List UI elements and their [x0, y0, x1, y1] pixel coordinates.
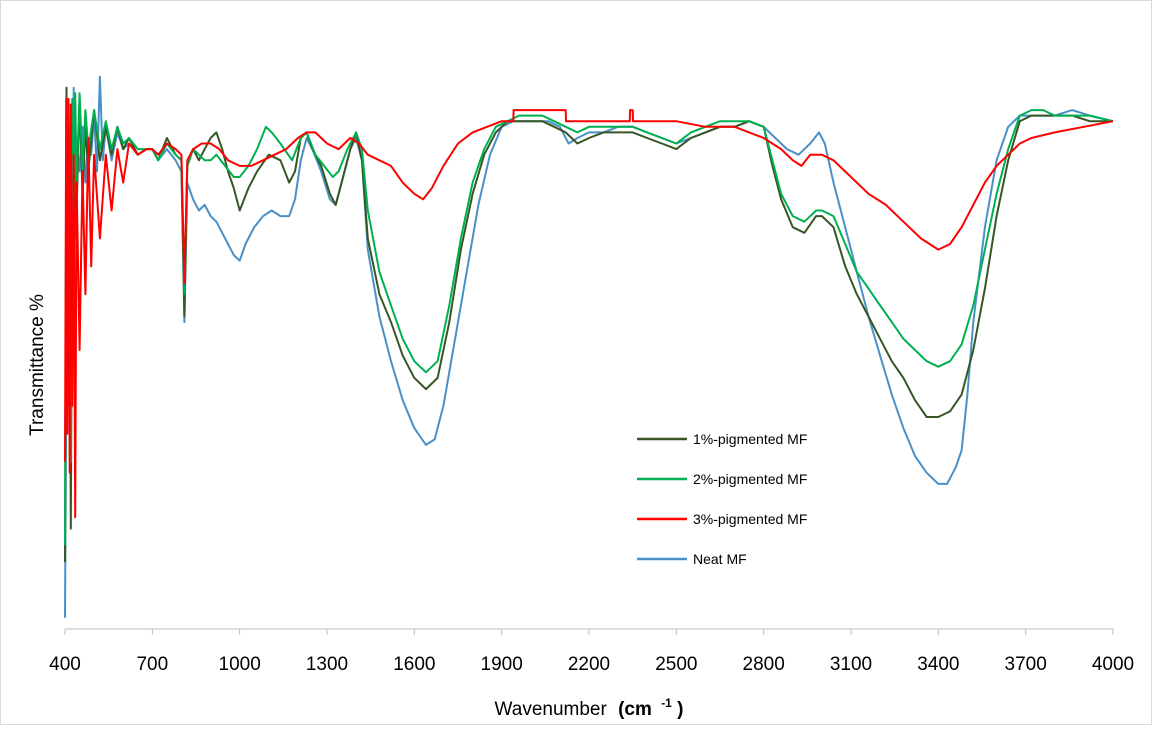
x-axis-unit-close: )	[677, 699, 683, 720]
x-axis-unit: (cm	[618, 699, 652, 720]
x-tick-label: 1900	[481, 654, 523, 675]
legend-label-3: 3%-pigmented MF	[693, 511, 807, 527]
x-tick-label: 1300	[306, 654, 348, 675]
x-axis-label: Wavenumber (cm -1 )	[495, 691, 684, 720]
x-tick-label: 1000	[219, 654, 261, 675]
x-tick-label: 4000	[1092, 654, 1134, 675]
x-tick-label: 400	[49, 654, 81, 675]
x-tick-label: 2200	[568, 654, 610, 675]
series-line-3	[64, 97, 1114, 519]
series-line-2	[64, 92, 1114, 546]
legend-label-2: 2%-pigmented MF	[693, 471, 807, 487]
x-tick-label: 700	[136, 654, 168, 675]
x-tick-label: 2800	[743, 654, 785, 675]
x-axis-label-text: Wavenumber	[495, 699, 608, 720]
series-line-4	[64, 75, 1114, 618]
x-tick-layer: 400 700 1000 1300 1600 1900 2200 2500 2800 3100 34…	[49, 629, 1134, 675]
x-tick-label: 3400	[917, 654, 959, 675]
x-axis-unit-sup: -1	[661, 696, 672, 710]
legend: 1%-pigmented MF 2%-pigmented MF 3%-pigment…	[637, 431, 807, 567]
x-tick-label: 1600	[393, 654, 435, 675]
legend-label-4: Neat MF	[693, 551, 747, 567]
legend-label-1: 1%-pigmented MF	[693, 431, 807, 447]
x-tick-label: 3700	[1005, 654, 1047, 675]
x-tick-label: 2500	[655, 654, 697, 675]
series-line-1	[64, 86, 1113, 563]
x-tick-label: 3100	[830, 654, 872, 675]
y-axis-label: Transmittance %	[27, 294, 48, 436]
series-layer	[64, 75, 1114, 618]
